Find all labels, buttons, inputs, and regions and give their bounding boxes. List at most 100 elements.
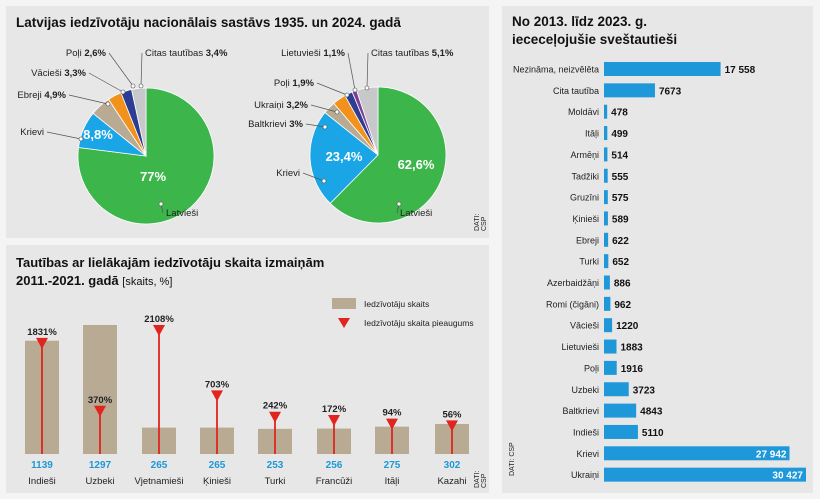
imm-value-7: 589 [612,214,629,225]
pie1-leader-2 [305,123,326,128]
pie0-label-value-5: 3,4% [203,48,228,59]
imm-category-14: Poļi [584,363,599,373]
imm-value-16: 4843 [640,407,663,418]
count-label-6: 275 [384,460,401,471]
imm-category-18: Krievi [576,449,599,459]
pie0-label-name-3: Vācieši [31,68,62,79]
pie-panel: Latvijas iedzīvotāju nacionālais sastāvs… [6,6,489,238]
imm-bar-4 [604,147,608,162]
pie1-label-name-1: Krievi [276,168,300,179]
pie0-label-name-2: Ebreji [17,90,41,101]
pie0-leader-dot-2 [105,101,111,107]
imm-category-4: Armēņi [570,150,599,160]
pie0-label-value-3: 3,3% [62,68,87,79]
imm-category-11: Romi (čigāni) [546,299,599,309]
pie1-leader-dot-4 [344,92,350,98]
pie0-label-name-0: Latvieši [166,208,198,219]
imm-category-15: Uzbeki [571,385,599,395]
pie0-leader-1 [46,131,82,140]
pie1-slice-1 [309,111,379,204]
pie0-label-value-4: 2,6% [82,48,107,59]
pie1-leader-6 [366,52,369,89]
pie-charts: 77% Latvieši 8,8% Krievi Ebreji 4,9% Vācieši … [17,48,454,225]
imm-bar-18 [604,446,790,461]
pie1-label-name-0: Latvieši [400,208,432,219]
pie0-label-5: Citas tautības 3,4% [145,48,228,59]
category-label-0: Indieši [28,476,55,487]
pie0-label-name-1: Krievi [20,127,44,138]
count-label-1: 1297 [89,460,112,471]
imm-category-9: Turki [579,257,599,267]
growth-subtitle: [skaits, %] [122,276,173,288]
growth-label-6: 94% [382,408,402,419]
growth-label-2: 2108% [144,314,174,325]
imm-bar-19 [604,467,806,482]
pie1-label-0: Latvieši [400,208,432,219]
imm-value-3: 499 [611,129,628,140]
pie1-slice-0 [329,86,447,224]
imm-value-19: 30 427 [772,471,803,482]
pie0-label-4: Poļi 2,6% [66,48,107,59]
imm-bar-9 [604,254,609,269]
imm-bar-0 [604,62,721,76]
pie0-leader-dot-3 [120,89,126,95]
category-label-7: Kazahi [437,476,466,487]
imm-bar-10 [604,275,610,290]
growth-panel: Tautības ar lielākajām iedzīvotāju skait… [6,245,489,493]
imm-value-17: 5110 [642,428,664,439]
immigrants-title-line1: No 2013. līdz 2023. g. [512,14,648,29]
imm-value-9: 652 [612,257,629,268]
imm-category-3: Itāļi [585,129,599,139]
pie0-label-name-4: Poļi [66,48,82,59]
imm-bar-2 [604,104,608,119]
pie1-label-4: Poļi 1,9% [274,78,315,89]
imm-category-5: Tadžiki [571,171,599,181]
pie1-label-name-5: Lietuvieši [281,48,321,59]
count-label-5: 256 [326,460,343,471]
pie0-label-0: Latvieši [166,208,198,219]
pie0-label-2: Ebreji 4,9% [17,90,66,101]
pie1-value-inside-0: 62,6% [398,157,435,172]
immigrants-source: DATI: CSP [509,442,516,476]
legend-label-count: Iedzīvotāju skaits [364,299,429,309]
growth-marker-6 [386,418,398,430]
growth-marker-1 [94,405,106,417]
growth-marker-0 [36,337,48,349]
growth-title-line1: Tautības ar lielākajām iedzīvotāju skait… [16,255,325,270]
growth-marker-5 [328,415,340,427]
pie1-leader-dot-3 [334,109,340,115]
imm-bar-6 [604,190,608,205]
pie1-label-name-4: Poļi [274,78,290,89]
pie1-label-value-3: 3,2% [284,100,309,111]
count-label-4: 253 [267,460,284,471]
count-label-0: 1139 [31,460,53,471]
category-label-5: Francūži [316,476,352,487]
growth-label-7: 56% [442,409,462,420]
growth-source: DATI: CSP [474,470,488,488]
count-label-7: 302 [444,460,461,471]
pie0-label-3: Vācieši 3,3% [31,68,86,79]
pie1-label-name-6: Citas tautības [371,48,429,59]
pie0-leader-4 [108,52,134,87]
pie1-leader-5 [347,52,356,91]
growth-marker-2 [153,325,165,336]
pie0-label-1: Krievi [20,127,44,138]
imm-bar-13 [604,339,617,354]
pie1-leader-dot-6 [364,85,370,91]
imm-bar-16 [604,403,637,418]
imm-bar-5 [604,168,608,183]
pie1-leader-dot-1 [321,178,327,184]
immigrants-panel: No 2013. līdz 2023. g. iececeļojušie sve… [502,6,813,493]
pie1-value-inside-1: 23,4% [326,149,363,164]
imm-category-10: Azerbaidžāņi [547,278,599,288]
imm-category-17: Indieši [573,427,599,437]
growth-label-5: 172% [322,404,347,415]
legend-label-growth: Iedzīvotāju skaita pieaugums [364,318,474,328]
pie0-leader-dot-0 [158,201,164,207]
pie1-leader-4 [316,82,348,96]
pie0-slice-5 [131,87,147,157]
imm-bar-1 [604,83,655,98]
imm-value-12: 1220 [616,321,639,332]
growth-marker-3 [211,390,223,402]
growth-title-line2: 2011.-2021. gadā [skaits, %] [16,273,172,288]
